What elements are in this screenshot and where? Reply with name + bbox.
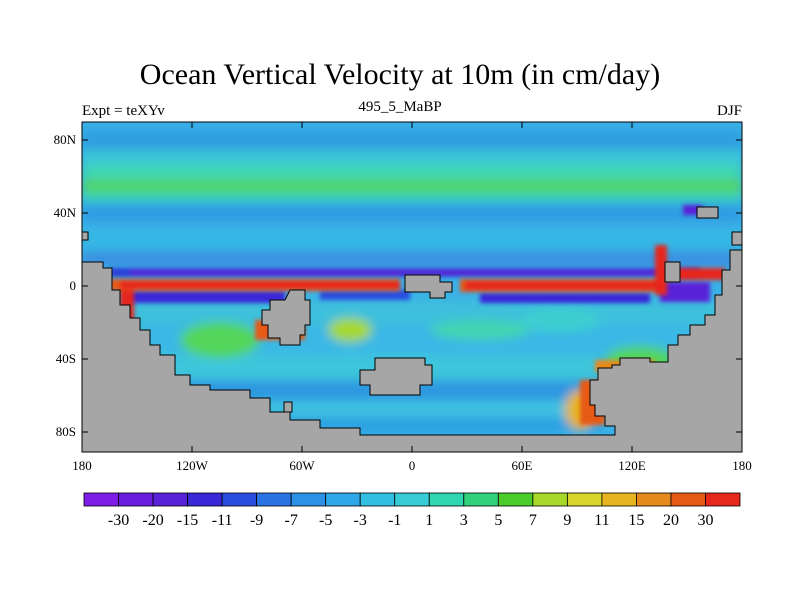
east-coast-land [731, 231, 742, 246]
x-tick-label: 60W [289, 458, 315, 473]
colorbar-swatch [532, 492, 568, 507]
equatorial-east-island [664, 261, 681, 283]
west-coast-land [82, 231, 89, 241]
colorbar-label: -20 [142, 512, 163, 529]
x-tick-label: 60E [512, 458, 533, 473]
velocity-field-shading [82, 130, 742, 432]
experiment-label: Expt = teXYv [82, 103, 165, 119]
colorbar-label: 5 [494, 512, 502, 529]
colorbar-label: 3 [460, 512, 468, 529]
colorbar-swatch [83, 492, 119, 507]
colorbar-label: -5 [319, 512, 332, 529]
colorbar-swatch [359, 492, 396, 507]
colorbar-label: 20 [663, 512, 679, 529]
colorbar-swatch [428, 492, 465, 507]
colorbar-label: -11 [212, 512, 233, 529]
island-continent-west [261, 289, 311, 346]
colorbar-label: 30 [697, 512, 713, 529]
island-continent-equatorial [404, 274, 453, 299]
colorbar-swatch [636, 492, 672, 507]
colorbar-swatch [118, 492, 154, 507]
colorbar-swatch [256, 492, 292, 507]
season-label: DJF [716, 103, 742, 119]
small-island [283, 401, 293, 413]
northern-island [696, 206, 719, 219]
map-panel [82, 122, 742, 452]
y-tick-label: 80S [56, 424, 76, 439]
colorbar-label: -30 [108, 512, 129, 529]
colorbar-label: 11 [594, 512, 609, 529]
colorbar-swatch [705, 492, 741, 507]
colorbar-label: 7 [529, 512, 537, 529]
y-tick-label: 80N [54, 132, 77, 147]
colorbar-swatch [290, 492, 327, 507]
colorbar: -30 -20 -15 -11 -9 -7 -5 -3 -1 1 3 5 7 9 11 15 20 30 [83, 492, 741, 529]
y-tick-label: 0 [70, 278, 77, 293]
colorbar-label: 1 [425, 512, 433, 529]
x-tick-label: 0 [409, 458, 416, 473]
x-tick-label: 120E [618, 458, 646, 473]
x-tick-label: 180 [72, 458, 92, 473]
x-tick-label: 120W [176, 458, 209, 473]
colorbar-swatch [566, 492, 603, 507]
colorbar-swatch [221, 492, 258, 507]
colorbar-label: 9 [563, 512, 571, 529]
colorbar-label: -7 [284, 512, 297, 529]
colorbar-label: -3 [354, 512, 367, 529]
axis-ticks: 80N 40N 0 40S 80S 180 120W 60W 0 60E 120E 180 [54, 122, 752, 473]
colorbar-swatch [463, 492, 499, 507]
colorbar-swatch [670, 492, 706, 507]
colorbar-swatch [325, 492, 361, 507]
colorbar-swatch [497, 492, 534, 507]
period-label: 495_5_MaBP [358, 99, 442, 115]
colorbar-label: 15 [628, 512, 644, 529]
equatorial-downwelling-band [110, 205, 710, 303]
y-tick-label: 40N [54, 205, 77, 220]
colorbar-swatch [394, 492, 430, 507]
island-continent-south [359, 357, 433, 396]
colorbar-label: -15 [177, 512, 198, 529]
land-masses [82, 206, 742, 452]
colorbar-swatch [187, 492, 223, 507]
colorbar-label: -9 [250, 512, 263, 529]
x-tick-label: 180 [732, 458, 752, 473]
plot-title: Ocean Vertical Velocity at 10m (in cm/da… [139, 58, 661, 91]
colorbar-swatch [152, 492, 188, 507]
southern-landmass [82, 249, 742, 452]
colorbar-label: -1 [388, 512, 401, 529]
y-tick-label: 40S [56, 351, 76, 366]
colorbar-swatch [601, 492, 637, 507]
